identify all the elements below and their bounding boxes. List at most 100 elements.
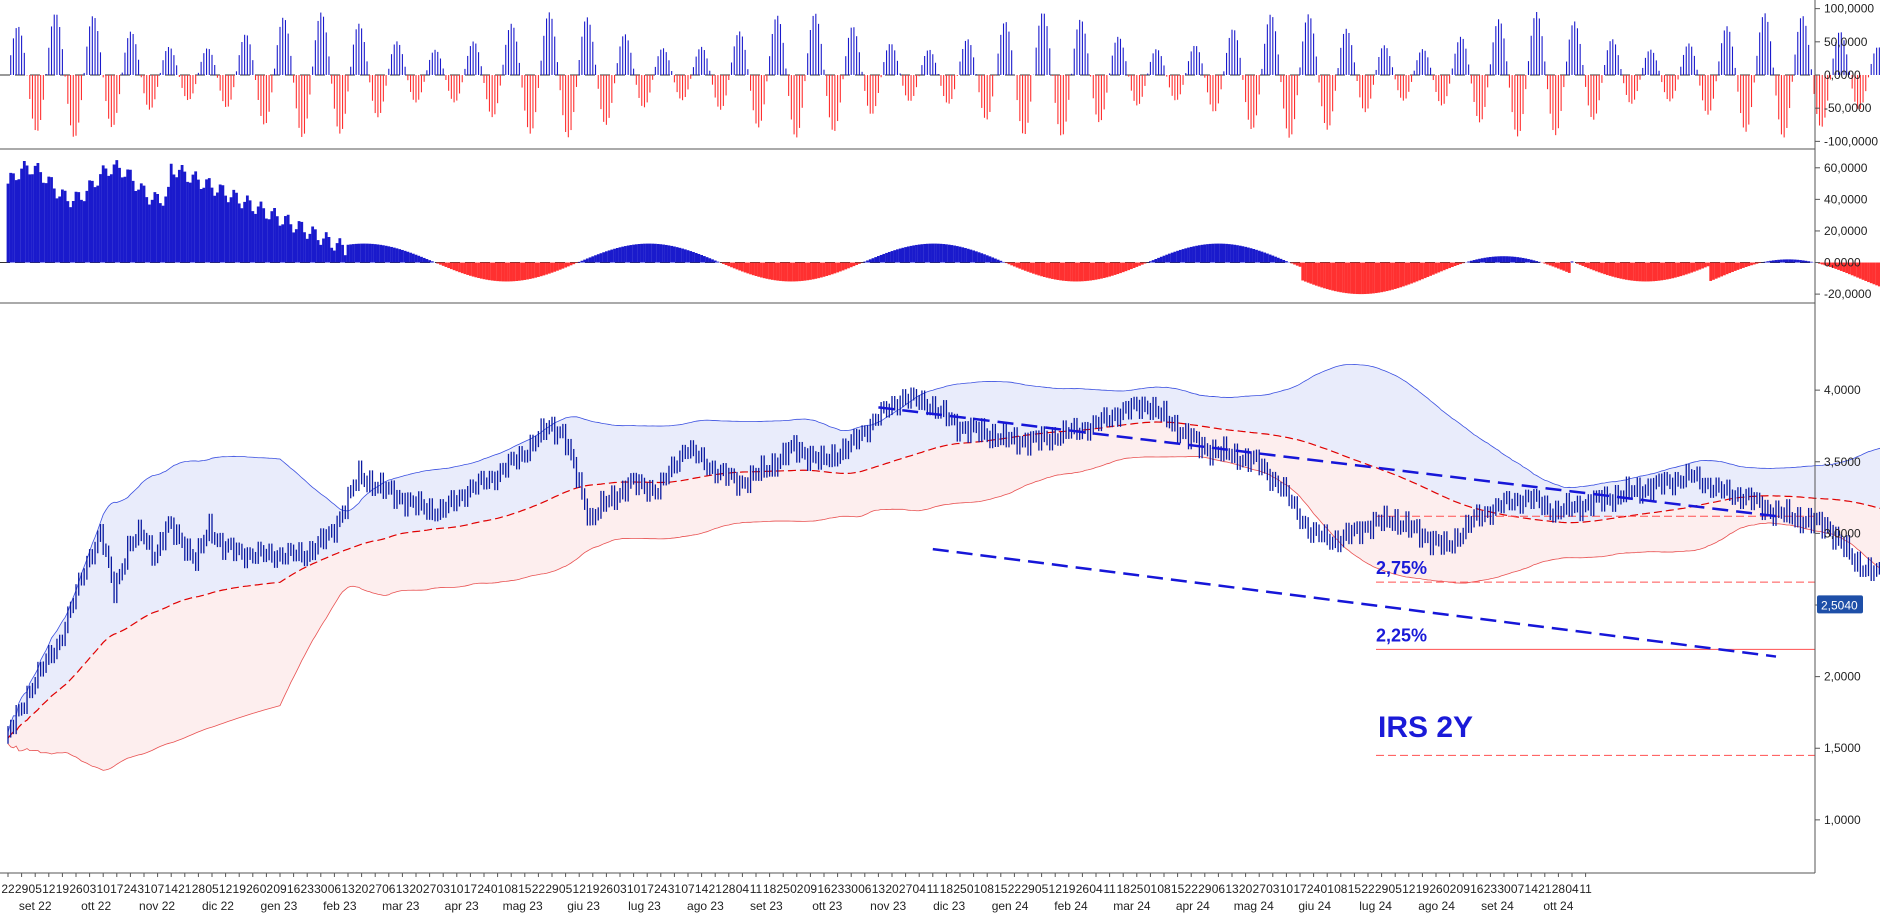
month-label: mag 24 — [1234, 899, 1274, 913]
x-tick-label: 28 — [1552, 882, 1566, 896]
month-label: dic 23 — [933, 899, 965, 913]
x-tick-label: 14 — [165, 882, 179, 896]
x-tick-label: 06 — [382, 882, 396, 896]
x-tick-label: 15 — [994, 882, 1008, 896]
x-tick-label: 27 — [1253, 882, 1267, 896]
month-label: ott 22 — [81, 899, 111, 913]
x-tick-label: 08 — [1334, 882, 1348, 896]
month-label: set 24 — [1481, 899, 1514, 913]
x-tick-label: 08 — [981, 882, 995, 896]
upper-band-fill — [8, 364, 1880, 739]
y-tick-label: 60,0000 — [1824, 161, 1868, 175]
x-tick-label: 31 — [137, 882, 151, 896]
x-tick-label: 30 — [845, 882, 859, 896]
x-tick-label: 01 — [1321, 882, 1335, 896]
y-axes: 100,0000 50,0000 0,0000 -50,0000 -100,0000 60… — [0, 0, 1878, 874]
month-label: dic 22 — [202, 899, 234, 913]
x-tick-label: 19 — [1416, 882, 1430, 896]
x-tick-label: 28 — [722, 882, 736, 896]
x-tick-label: 04 — [913, 882, 927, 896]
month-label: ago 24 — [1418, 899, 1455, 913]
x-tick-label: 01 — [967, 882, 981, 896]
x-tick-label: 22 — [1, 882, 15, 896]
x-tick-label: 05 — [1035, 882, 1049, 896]
lower-band-line — [7, 456, 1880, 771]
x-tick-label: 19 — [1062, 882, 1076, 896]
x-tick-label: 08 — [1157, 882, 1171, 896]
x-tick-label: 15 — [1171, 882, 1185, 896]
x-tick-label: 10 — [97, 882, 111, 896]
x-tick-label: 19 — [586, 882, 600, 896]
y-tick-label: 100,0000 — [1824, 2, 1874, 16]
y-tick-label: 20,0000 — [1824, 224, 1868, 238]
x-tick-label: 10 — [450, 882, 464, 896]
x-tick-label: 13 — [396, 882, 410, 896]
x-tick-label: 09 — [1457, 882, 1471, 896]
x-tick-label: 20 — [1239, 882, 1253, 896]
x-tick-label: 18 — [763, 882, 777, 896]
x-tick-label: 25 — [1130, 882, 1144, 896]
month-label: mar 24 — [1113, 899, 1151, 913]
x-tick-label: 22 — [1185, 882, 1199, 896]
x-tick-label: 05 — [205, 882, 219, 896]
y-tick-label: 0,0000 — [1824, 256, 1861, 270]
x-tick-label: 12 — [1402, 882, 1416, 896]
trendline — [932, 547, 1777, 658]
x-tick-label: 03 — [1266, 882, 1280, 896]
month-label: nov 23 — [870, 899, 906, 913]
x-tick-label: 23 — [301, 882, 315, 896]
x-tick-label: 26 — [1076, 882, 1090, 896]
x-tick-label: 13 — [872, 882, 886, 896]
panel-oscillator-middle — [0, 160, 1880, 295]
month-label: feb 23 — [323, 899, 357, 913]
upper-band-line — [7, 364, 1880, 733]
x-tick-label: 03 — [437, 882, 451, 896]
month-label: mag 23 — [503, 899, 543, 913]
x-tick-label: 09 — [804, 882, 818, 896]
y-tick-label: 50,0000 — [1824, 35, 1868, 49]
x-tick-label: 20 — [885, 882, 899, 896]
x-tick-label: 17 — [464, 882, 478, 896]
x-tick-label: 11 — [1103, 882, 1116, 896]
x-tick-label: 16 — [1470, 882, 1484, 896]
month-label: feb 24 — [1054, 899, 1088, 913]
panel-price: 2,75% 2,25% — [7, 364, 1880, 771]
x-tick-label: 06 — [1212, 882, 1226, 896]
y-tick-label: 1,0000 — [1824, 813, 1861, 827]
x-tick-label: 29 — [1198, 882, 1212, 896]
month-label: ott 23 — [812, 899, 842, 913]
x-tick-label: 12 — [573, 882, 587, 896]
y-tick-label: 2,0000 — [1824, 670, 1861, 684]
x-tick-label: 30 — [1497, 882, 1511, 896]
lower-band-fill — [8, 422, 1880, 771]
x-tick-label: 23 — [1484, 882, 1498, 896]
x-tick-label: 29 — [545, 882, 559, 896]
x-tick-label: 22 — [532, 882, 546, 896]
x-tick-label: 26 — [246, 882, 260, 896]
x-tick-label: 23 — [831, 882, 845, 896]
x-tick-label: 27 — [423, 882, 437, 896]
y-tick-label: 1,5000 — [1824, 741, 1861, 755]
x-tick-label: 27 — [369, 882, 383, 896]
y-tick-label: -20,0000 — [1824, 287, 1872, 301]
month-label: nov 22 — [139, 899, 175, 913]
x-tick-label: 19 — [233, 882, 247, 896]
x-tick-label: 03 — [83, 882, 97, 896]
x-tick-label: 04 — [1565, 882, 1579, 896]
x-tick-label: 08 — [505, 882, 519, 896]
x-tick-label: 20 — [355, 882, 369, 896]
x-tick-label: 11 — [1579, 882, 1592, 896]
x-tick-label: 07 — [1511, 882, 1525, 896]
x-tick-label: 26 — [69, 882, 83, 896]
x-tick-label: 28 — [192, 882, 206, 896]
month-label: mar 23 — [382, 899, 420, 913]
x-tick-label: 29 — [1375, 882, 1389, 896]
x-tick-label: 16 — [817, 882, 831, 896]
x-tick-label: 24 — [124, 882, 138, 896]
month-label: ago 23 — [687, 899, 724, 913]
x-tick-label: 13 — [1225, 882, 1239, 896]
x-tick-label: 31 — [668, 882, 682, 896]
x-tick-label: 18 — [1117, 882, 1131, 896]
x-tick-label: 02 — [260, 882, 274, 896]
trendline — [878, 406, 1777, 518]
